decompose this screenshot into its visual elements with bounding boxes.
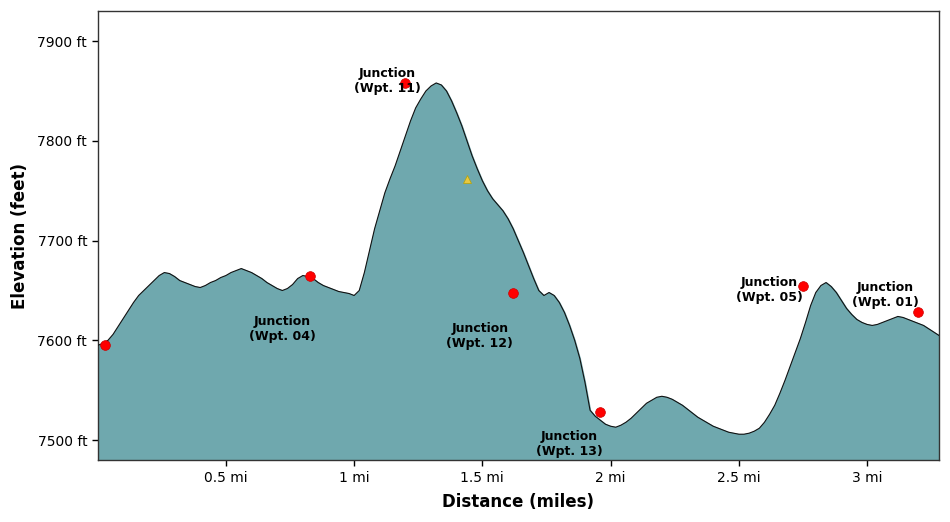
Text: Junction
(Wpt. 13): Junction (Wpt. 13) (536, 430, 603, 458)
Text: Junction
(Wpt. 04): Junction (Wpt. 04) (249, 315, 315, 343)
Text: Junction
(Wpt. 12): Junction (Wpt. 12) (446, 323, 513, 350)
Text: Junction
(Wpt. 11): Junction (Wpt. 11) (354, 67, 421, 95)
X-axis label: Distance (miles): Distance (miles) (443, 493, 595, 511)
Text: Junction
(Wpt. 01): Junction (Wpt. 01) (851, 280, 919, 309)
Text: Junction
(Wpt. 05): Junction (Wpt. 05) (736, 276, 803, 303)
Y-axis label: Elevation (feet): Elevation (feet) (11, 163, 29, 309)
